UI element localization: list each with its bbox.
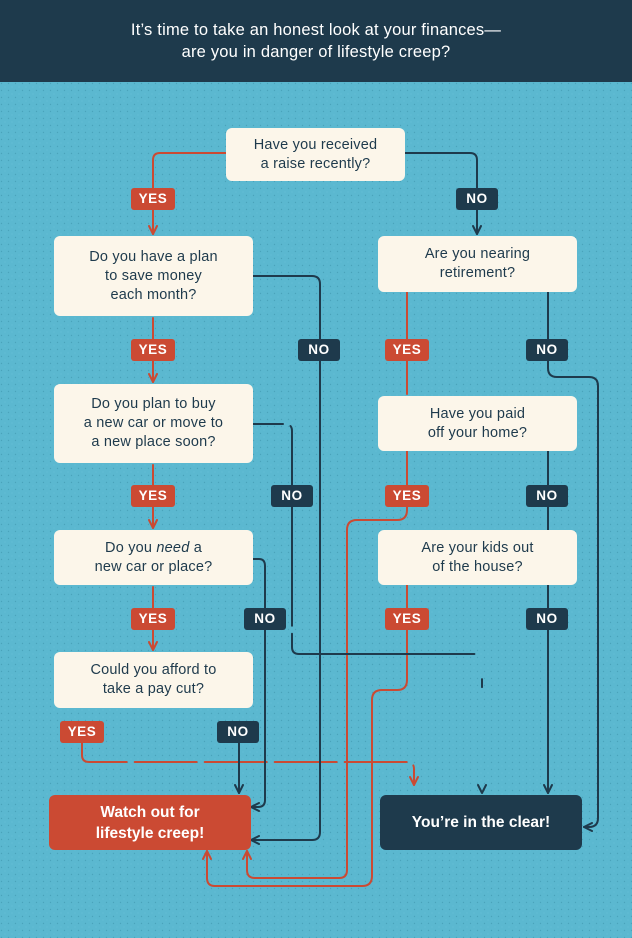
question-retirement-line-1: Are you nearing xyxy=(424,246,531,262)
result-lifestyle-creep-line-2: lifestyle creep! xyxy=(95,824,205,842)
yes-tag-raise: YES xyxy=(131,188,175,210)
header-line-2: are you in danger of lifestyle creep? xyxy=(181,43,451,61)
question-raise: Have you received a raise recently? xyxy=(226,128,405,181)
question-buy-line-2: a new car or move to xyxy=(83,415,224,431)
question-buy-line-3: a new place soon? xyxy=(91,434,216,450)
connector-kids-yes xyxy=(202,584,408,887)
yes-tag-kids-out: YES xyxy=(385,608,429,630)
yes-tag-buy: YES xyxy=(131,485,175,507)
yes-tag-paid-home: YES xyxy=(385,485,429,507)
question-raise-line-1: Have you received xyxy=(253,136,378,153)
question-kids-out: Are your kids out of the house? xyxy=(378,530,577,585)
connector-raise-yes xyxy=(148,152,227,235)
connector-home-yes xyxy=(242,450,408,879)
result-in-the-clear: You’re in the clear! xyxy=(380,795,582,850)
question-buy-line-1: Do you plan to buy xyxy=(91,396,216,412)
yes-tag-pay-cut: YES xyxy=(60,721,104,743)
no-tag-need: NO xyxy=(244,608,286,630)
connector-raise-no xyxy=(404,152,482,235)
result-in-the-clear-line-1: You’re in the clear! xyxy=(411,814,551,831)
question-need-car-place: Do you need a new car or place? xyxy=(54,530,253,585)
no-tag-pay-cut: NO xyxy=(217,721,259,743)
result-lifestyle-creep: Watch out for lifestyle creep! xyxy=(49,795,251,850)
question-retirement-line-2: retirement? xyxy=(439,265,516,281)
header-line-1: It’s time to take an honest look at your… xyxy=(130,21,502,39)
question-pay-cut-line-1: Could you afford to xyxy=(90,662,217,678)
connector-buy-no xyxy=(252,423,487,794)
no-tag-kids-out: NO xyxy=(526,608,568,630)
question-save-plan-line-3: each month? xyxy=(110,286,197,303)
question-pay-cut: Could you afford to take a pay cut? xyxy=(54,652,253,708)
no-tag-retirement: NO xyxy=(526,339,568,361)
yes-tag-retirement: YES xyxy=(385,339,429,361)
header-banner: It’s time to take an honest look at your… xyxy=(0,0,632,82)
no-tag-raise: NO xyxy=(456,188,498,210)
question-kids-out-line-1: Are your kids out xyxy=(421,539,534,556)
question-buy-car-move: Do you plan to buy a new car or move to … xyxy=(54,384,253,463)
yes-tag-need: YES xyxy=(131,608,175,630)
question-save-plan-line-2: to save money xyxy=(105,267,202,284)
question-pay-cut-line-2: take a pay cut? xyxy=(102,681,205,697)
question-need-pre: Do you xyxy=(105,539,157,556)
question-kids-out-line-2: of the house? xyxy=(432,558,523,575)
yes-tag-save-plan: YES xyxy=(131,339,175,361)
question-need-post: a xyxy=(189,539,202,556)
question-need-line-1: Do you need a xyxy=(105,539,202,558)
result-lifestyle-creep-line-1: Watch out for xyxy=(100,803,200,821)
no-tag-paid-home: NO xyxy=(526,485,568,507)
connector-retire-no xyxy=(547,291,599,832)
question-need-emphasis: need xyxy=(156,539,190,556)
question-save-plan: Do you have a plan to save money each mo… xyxy=(54,236,253,316)
question-paid-home-line-2: off your home? xyxy=(427,424,528,441)
connector-need-no xyxy=(250,558,266,812)
connector-plan-no xyxy=(250,275,321,845)
question-need-line-2: new car or place? xyxy=(94,558,213,575)
question-retirement: Are you nearing retirement? xyxy=(378,236,577,292)
connector-paycut-yes xyxy=(81,741,419,786)
question-raise-line-2: a raise recently? xyxy=(260,155,371,172)
no-tag-buy: NO xyxy=(271,485,313,507)
no-tag-save-plan: NO xyxy=(298,339,340,361)
question-paid-home-line-1: Have you paid xyxy=(429,405,526,422)
question-save-plan-line-1: Do you have a plan xyxy=(89,248,218,265)
question-paid-home: Have you paid off your home? xyxy=(378,396,577,451)
